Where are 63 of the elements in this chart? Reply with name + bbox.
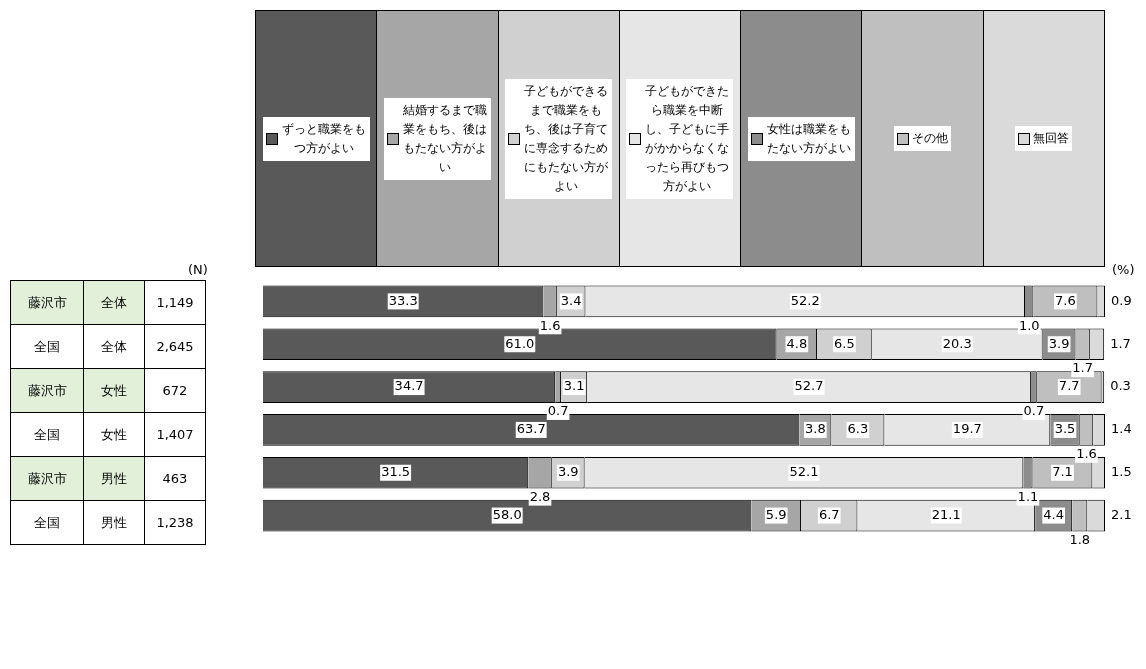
data-label: 52.2 (790, 292, 820, 308)
legend-label: 女性は職業をもたない方がよい (765, 120, 852, 157)
legend-label: 結婚するまで職業をもち、後はもたない方がよい (401, 101, 488, 176)
data-label: 34.7 (394, 378, 424, 394)
data-label: 1.6 (1076, 446, 1097, 462)
category-label: 藤沢市 男性 (27, 470, 127, 486)
text: (%) (1112, 262, 1135, 277)
data-label: 0.7 (547, 403, 569, 419)
data-label: 52.1 (789, 464, 819, 480)
text: 1,238 (144, 500, 206, 545)
data-label: 19.7 (952, 421, 982, 437)
data-label: 21.1 (931, 506, 961, 522)
category-label: 藤沢市 全体 (27, 294, 127, 310)
text: 1,149 (144, 280, 206, 325)
data-label: 58.0 (492, 506, 522, 522)
data-label: 3.5 (1054, 421, 1076, 437)
data-label: 3.1 (563, 378, 585, 394)
data-label: 3.8 (805, 421, 826, 437)
data-label: 7.7 (1058, 378, 1080, 394)
data-label: 2.1 (1111, 506, 1132, 522)
legend-label: 無回答 (1033, 130, 1070, 147)
data-label: 2.8 (529, 488, 551, 504)
data-label: 1.1 (1017, 488, 1039, 504)
legend-label: ずっと職業をもつ方がよい (280, 120, 367, 157)
legend-label: 子どもができたら職業を中断し、子どもに手がかからなくなったら再びもつ方がよい (644, 82, 731, 195)
data-label: 20.3 (942, 335, 972, 351)
data-label: 0.3 (1110, 378, 1131, 394)
data-label: 1.8 (1069, 531, 1091, 547)
legend-label: その他 (912, 130, 949, 147)
data-label: 1.7 (1072, 360, 1094, 376)
data-label: 3.9 (557, 464, 579, 480)
data-label: 31.5 (381, 464, 411, 480)
data-label: 5.9 (765, 506, 787, 522)
data-label: 7.6 (1055, 292, 1076, 308)
category-label: 全国 全体 (34, 338, 127, 354)
text: (N) (188, 262, 208, 277)
data-label: 6.5 (834, 335, 855, 351)
text: 2,645 (144, 324, 206, 369)
data-label: 7.1 (1052, 464, 1073, 480)
text: 463 (144, 456, 206, 501)
data-label: 1.6 (539, 317, 561, 333)
data-label: 61.0 (505, 335, 535, 351)
category-label: 全国 男性 (34, 514, 127, 530)
data-label: 1.4 (1111, 421, 1132, 437)
data-label: 1.5 (1111, 464, 1132, 480)
data-label: 4.4 (1043, 506, 1064, 522)
data-label: 0.9 (1111, 292, 1132, 308)
data-label: 52.7 (794, 378, 824, 394)
data-label: 63.7 (516, 421, 546, 437)
legend-label: 子どもができるまで職業をもち、後は子育てに専念するためにもたない方がよい (523, 82, 610, 195)
text: 1,407 (144, 412, 206, 457)
data-label: 1.7 (1110, 335, 1131, 351)
data-label: 6.3 (847, 421, 869, 437)
category-label: 全国 女性 (34, 426, 127, 442)
category-label: 藤沢市 女性 (27, 382, 127, 398)
data-label: 3.4 (560, 292, 582, 308)
data-label: 0.7 (1023, 403, 1045, 419)
data-label: 1.0 (1018, 317, 1040, 333)
data-label: 4.8 (786, 335, 808, 351)
data-label: 33.3 (388, 292, 418, 308)
data-label: 6.7 (818, 506, 840, 522)
data-label: 3.9 (1048, 335, 1070, 351)
text: 672 (144, 368, 206, 413)
